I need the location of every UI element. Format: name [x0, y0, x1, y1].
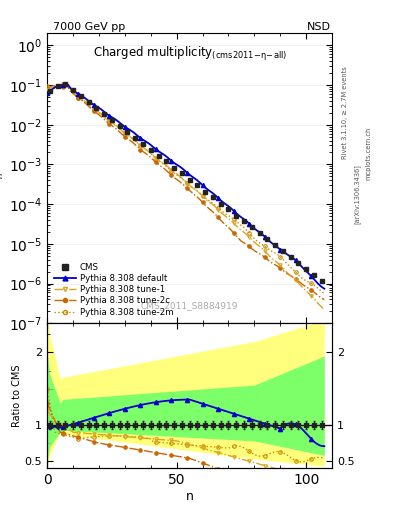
Legend: CMS, Pythia 8.308 default, Pythia 8.308 tune-1, Pythia 8.308 tune-2c, Pythia 8.3: CMS, Pythia 8.308 default, Pythia 8.308 … [51, 260, 176, 319]
Text: Charged multiplicity$_{\rm (cms2011\!-\!\eta\!-\!all)}$: Charged multiplicity$_{\rm (cms2011\!-\!… [92, 45, 287, 63]
Text: Rivet 3.1.10, ≥ 2.7M events: Rivet 3.1.10, ≥ 2.7M events [342, 66, 348, 159]
Text: CMS_2011_S8884919: CMS_2011_S8884919 [141, 302, 239, 310]
Text: NSD: NSD [307, 22, 331, 32]
Text: mcplots.cern.ch: mcplots.cern.ch [365, 127, 371, 180]
Text: 7000 GeV pp: 7000 GeV pp [53, 22, 125, 32]
Y-axis label: Ratio to CMS: Ratio to CMS [12, 365, 22, 427]
Y-axis label: P$_n$: P$_n$ [0, 171, 6, 186]
X-axis label: n: n [185, 490, 194, 503]
Text: [arXiv:1306.3436]: [arXiv:1306.3436] [354, 165, 360, 224]
